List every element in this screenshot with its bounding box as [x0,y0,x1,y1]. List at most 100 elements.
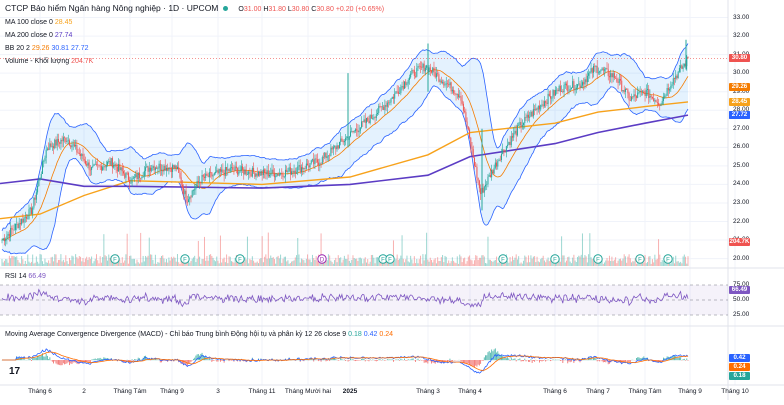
candle-body [459,96,460,97]
candle-body [86,164,87,166]
candle-body [67,141,68,142]
candle-body [306,164,307,169]
candle-body [11,228,12,229]
candle-body [534,109,535,110]
volume-bar [162,255,163,266]
candle-body [349,136,350,139]
candle-body [458,94,459,97]
volume-bar [538,261,539,266]
volume-bar [414,256,415,266]
candle-body [198,181,199,183]
volume-bar [575,260,576,266]
volume-bar [354,258,355,266]
event-marker-label: F [638,258,642,264]
volume-bar [457,256,458,266]
macd-hist-bar [508,358,509,360]
candle-body [194,189,195,190]
candle-body [544,101,545,106]
bb-basis-value: 29.26 [32,45,50,52]
candle-body [505,151,506,152]
volume-bar [2,259,3,266]
volume-bar [610,261,611,266]
candle-body [15,224,16,230]
macd-legend[interactable]: Moving Average Convergence Divergence (M… [5,330,393,339]
macd-hist-bar [341,359,342,360]
volume-bar [301,259,302,266]
volume-bar [67,261,68,266]
candle-body [211,172,212,176]
volume-bar [206,256,207,266]
volume-bar [413,263,414,266]
candle-body [121,167,122,170]
candle-body [176,165,177,169]
candle-body [352,131,353,132]
tradingview-logo[interactable]: 17 [9,366,20,377]
macd-hist-bar [602,360,603,361]
volume-bar [275,264,276,266]
candle-body [340,139,341,142]
candle-body [507,145,508,146]
candle-body [474,158,475,166]
candle-body [89,162,90,169]
volume-bar [78,259,79,266]
candle-body [182,185,183,188]
volume-bar [539,262,540,266]
volume-bar [285,257,286,266]
macd-hist-value: 0.18 [348,331,362,338]
volume-bar [580,257,581,266]
candle-body [366,118,367,123]
candle-body [42,161,43,174]
candle-body [614,73,615,78]
volume-bar [512,256,513,266]
macd-hist-bar [202,353,203,360]
volume-bar [168,258,169,266]
macd-hist-bar [206,359,207,361]
volume-bar [377,257,378,266]
symbol-title[interactable]: CTCP Bảo hiểm Ngân hàng Nông nghiệp · 1D… [5,3,218,13]
macd-hist-bar [157,360,158,361]
candle-body [162,170,163,172]
candle-body [204,177,205,178]
candle-body [312,159,313,160]
volume-bar [438,261,439,266]
volume-bar [106,256,107,266]
volume-bar [564,255,565,266]
candle-body [611,73,612,77]
volume-bar [432,263,433,266]
macd-hist-bar [132,359,133,360]
macd-hist-bar [513,359,514,360]
candle-body [199,182,200,183]
volume-bar [152,260,153,266]
candle-body [588,73,589,76]
price-scale-label: 29.26 [729,83,750,91]
macd-hist-bar [559,360,560,361]
candle-body [292,171,293,172]
candle-body [274,173,275,177]
volume-bar [370,262,371,266]
volume-bar [57,263,58,266]
time-axis-label: Tháng 9 [678,388,702,395]
volume-bar [151,255,152,266]
candle-body [557,90,558,91]
volume-bar [231,261,232,266]
event-marker-label: F [238,258,242,264]
candle-body [485,185,486,187]
volume-bar [430,258,431,266]
candle-body [452,90,453,91]
candle-body [177,167,178,169]
candle-body [279,174,280,175]
candle-body [361,121,362,127]
macd-hist-bar [415,360,416,362]
candle-body [300,165,301,172]
volume-bar [420,256,421,266]
candle-body [317,159,318,162]
change-value: +0.20 (+0.65%) [336,6,384,13]
macd-hist-bar [328,359,329,360]
